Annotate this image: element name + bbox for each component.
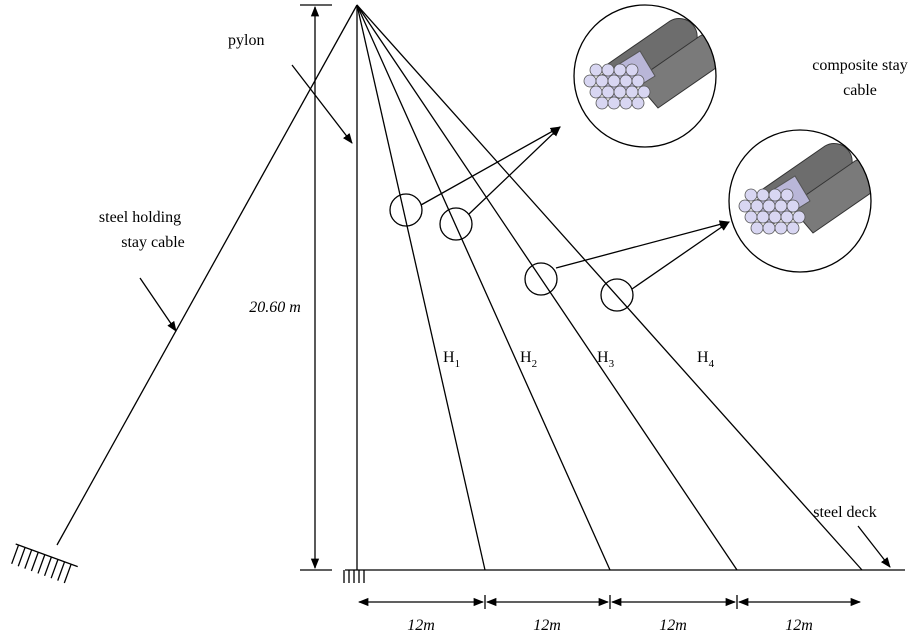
cable-subscript: 2 — [532, 358, 538, 370]
span-label: 12m — [785, 617, 813, 634]
pointer-arrows — [139, 64, 891, 568]
cable-h3 — [356, 4, 738, 571]
holding-cable — [56, 4, 358, 546]
cross-section-1 — [583, 17, 716, 110]
span-labels: 12m 12m 12m 12m — [407, 617, 813, 634]
anchor-support — [11, 543, 78, 584]
span-label: 12m — [533, 617, 561, 634]
cable-labels: H1 H2 H3 H4 — [443, 349, 715, 370]
composite-label: cable — [843, 82, 877, 99]
cable-label: H2 — [520, 349, 537, 370]
cable-letter: H — [443, 349, 455, 366]
detail-circle-large — [573, 4, 717, 148]
cross-section-2 — [738, 142, 871, 235]
cable-letter: H — [597, 349, 609, 366]
cable-label: H3 — [597, 349, 615, 370]
holding-label: stay cable — [121, 234, 185, 251]
cable-label: H4 — [697, 349, 715, 370]
cable-label: H1 — [443, 349, 460, 370]
cable-h1 — [356, 4, 486, 571]
holding-label: steel holding — [99, 209, 181, 226]
height-label: 20.60 m — [249, 299, 301, 316]
composite-label: composite stay — [812, 57, 908, 74]
deck-label: steel deck — [813, 504, 877, 521]
cable-letter: H — [520, 349, 532, 366]
cable-h2 — [356, 4, 611, 571]
detail-circle-large — [728, 129, 872, 273]
pylon-support — [343, 570, 365, 583]
cable-subscript: 4 — [709, 358, 715, 370]
cable-letter: H — [697, 349, 709, 366]
cable-subscript: 3 — [609, 358, 615, 370]
span-label: 12m — [407, 617, 435, 634]
pylon-label: pylon — [228, 32, 264, 49]
cable-h4 — [356, 4, 863, 571]
span-dimensions — [357, 595, 862, 609]
detail-circles — [389, 193, 634, 312]
cable-subscript: 1 — [455, 358, 461, 370]
span-label: 12m — [659, 617, 687, 634]
